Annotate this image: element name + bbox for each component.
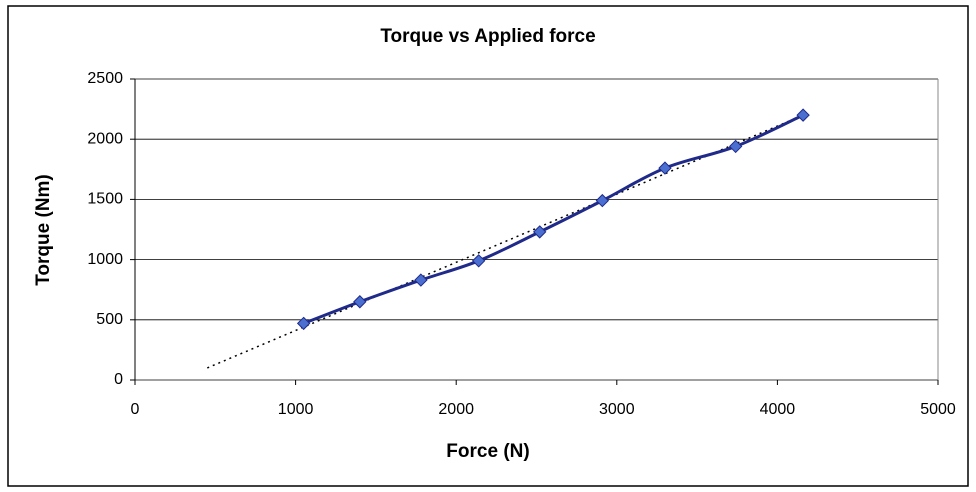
data-point: [796, 108, 810, 122]
y-tick-label: 0: [114, 371, 123, 388]
y-tick-label: 1000: [87, 251, 123, 268]
data-point: [658, 161, 672, 175]
data-point: [414, 273, 428, 287]
x-tick-label: 1000: [278, 401, 314, 418]
y-tick-label: 500: [96, 311, 123, 328]
x-tick-label: 5000: [920, 401, 956, 418]
data-point: [353, 295, 367, 309]
data-point: [728, 139, 743, 154]
x-tick-label: 2000: [438, 401, 474, 418]
x-tick-label: 4000: [760, 401, 796, 418]
y-tick-label: 2000: [87, 130, 123, 147]
x-tick-label: 3000: [599, 401, 635, 418]
chart-title: Torque vs Applied force: [380, 26, 595, 47]
data-point: [595, 193, 610, 208]
y-tick-label: 1500: [87, 191, 123, 208]
x-tick-label: 0: [131, 401, 140, 418]
y-tick-label: 2500: [87, 70, 123, 87]
y-axis-title: Torque (Nm): [33, 174, 54, 286]
x-axis-title: Force (N): [446, 441, 529, 462]
chart-frame: [7, 5, 969, 487]
data-point: [533, 225, 547, 239]
data-point: [471, 254, 486, 268]
data-point: [296, 316, 311, 331]
